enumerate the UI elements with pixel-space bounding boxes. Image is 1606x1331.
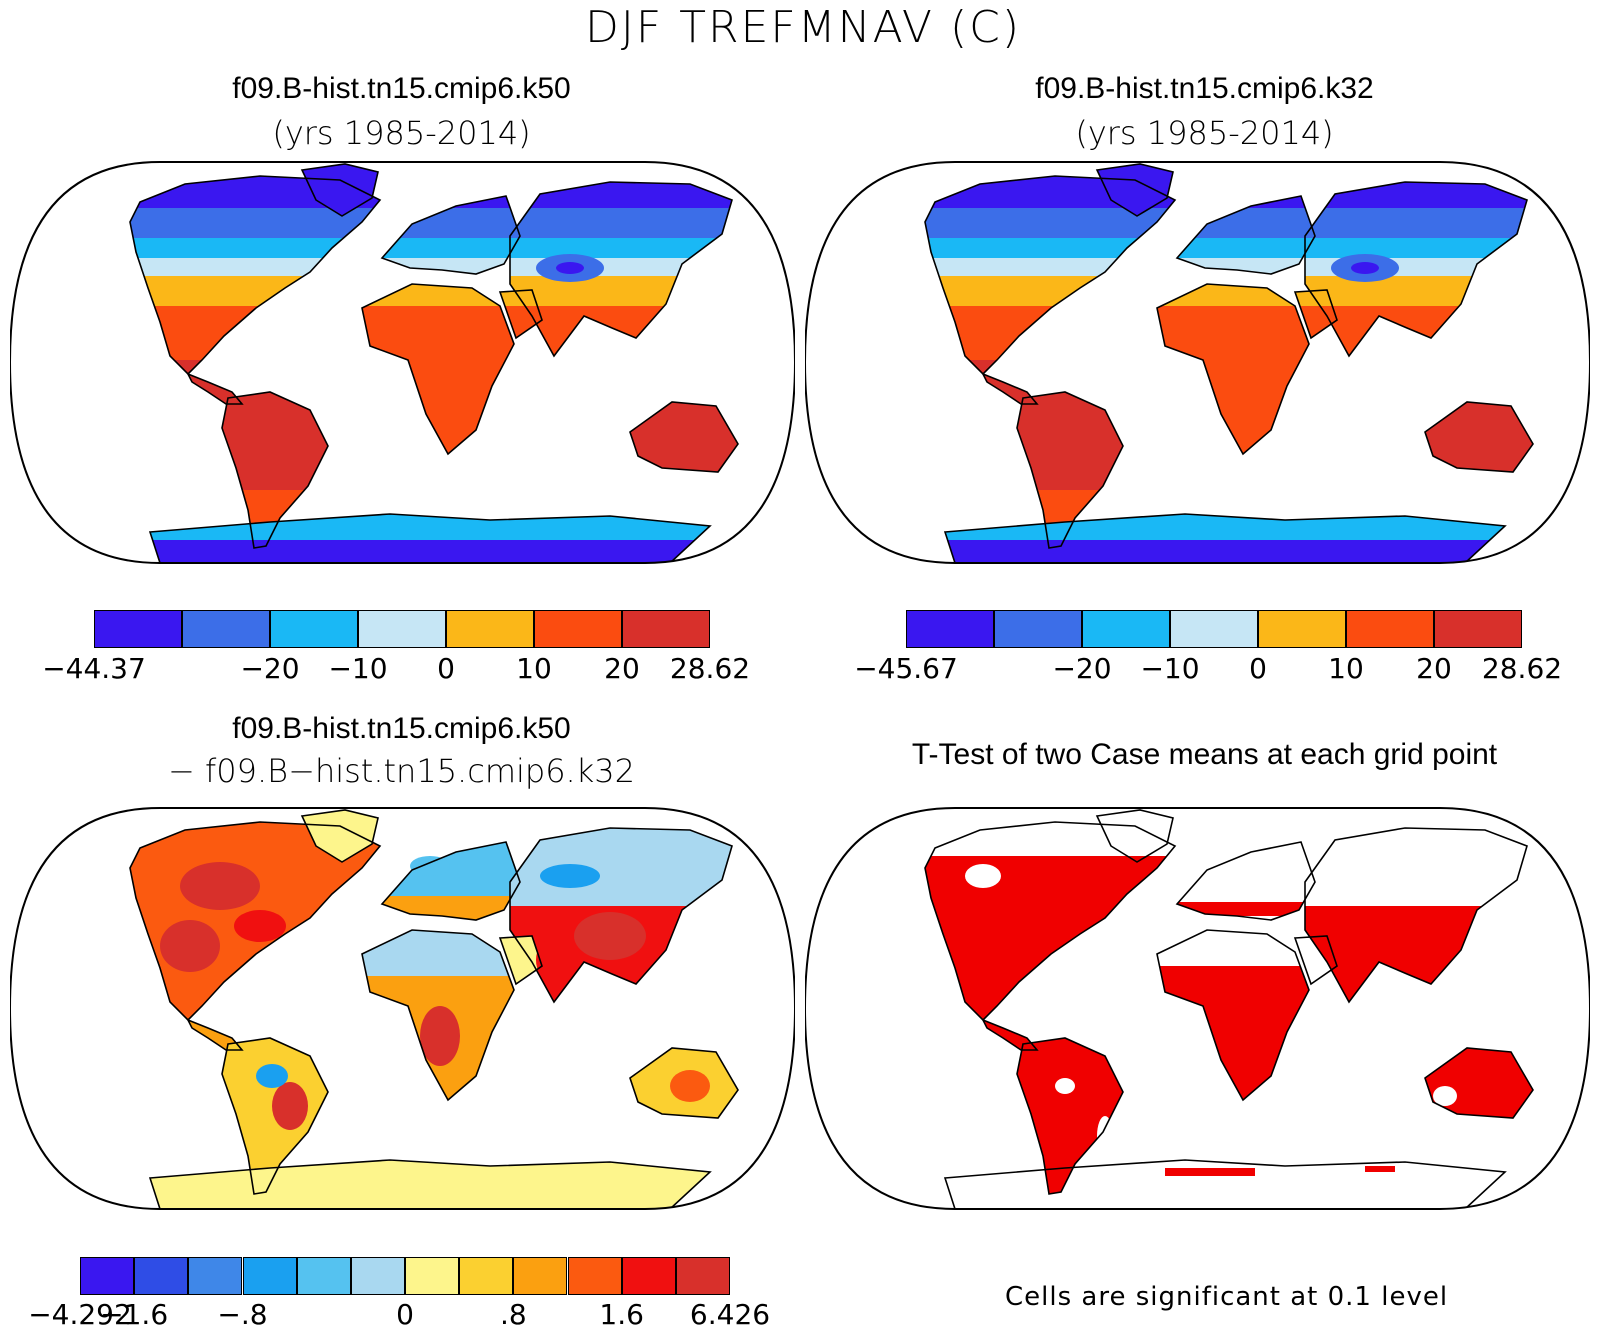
colorbar-swatch (534, 610, 622, 648)
colorbar-swatch (1346, 610, 1434, 648)
colorbar-swatch (188, 1257, 243, 1295)
colorbar-swatch (296, 1257, 351, 1295)
colorbar-tick-label: −10 (328, 652, 388, 685)
colorbar-swatch (1170, 610, 1258, 648)
colorbar-swatch (94, 610, 182, 648)
colorbar-tick-label: .8 (499, 1298, 527, 1331)
colorbar-swatch (675, 1257, 730, 1295)
colorbar-tick-label: −20 (240, 652, 300, 685)
colorbar-tick-label: 28.62 (669, 652, 751, 685)
map-panel-bottom-right (805, 807, 1590, 1210)
colorbar-tick-label: 10 (1328, 652, 1364, 685)
map-panel-top-left (10, 161, 795, 564)
panel-subtitle-top-right: (yrs 1985-2014) (1075, 114, 1334, 152)
colorbar-swatch (513, 1257, 568, 1295)
colorbar-swatch (459, 1257, 514, 1295)
colorbar-swatch (1258, 610, 1346, 648)
map-panel-top-right (805, 161, 1590, 564)
panel-title-bottom-left: f09.B-hist.tn15.cmip6.k50 (232, 712, 571, 745)
colorbar-swatch (270, 610, 358, 648)
panel-subtitle-bottom-left: − f09.B−hist.tn15.cmip6.k32 (168, 752, 635, 790)
colorbar-tick-label: 0 (1249, 652, 1267, 685)
map-panel-bottom-left (10, 807, 795, 1210)
colorbar-swatch (446, 610, 534, 648)
colorbar-tick-label: −44.37 (42, 652, 146, 685)
colorbar-swatch (994, 610, 1082, 648)
colorbar-swatch (134, 1257, 189, 1295)
colorbar-swatch (80, 1257, 135, 1295)
colorbar-tick-label: 20 (1416, 652, 1452, 685)
colorbar-tick-label: 20 (604, 652, 640, 685)
significance-note: Cells are significant at 0.1 level (1005, 1282, 1449, 1312)
colorbar-swatch (182, 610, 270, 648)
colorbar-tick-label: 10 (516, 652, 552, 685)
colorbar-swatch (1082, 610, 1170, 648)
colorbar-tick-label: −.8 (217, 1298, 268, 1331)
colorbar-swatch (1434, 610, 1522, 648)
colorbar-tick-label: 28.62 (1481, 652, 1563, 685)
colorbar-tick-label: 6.426 (689, 1298, 771, 1331)
colorbar-tick-label: −45.67 (854, 652, 958, 685)
colorbar-swatch (567, 1257, 622, 1295)
panel-title-top-right: f09.B-hist.tn15.cmip6.k32 (1035, 72, 1374, 105)
colorbar-tick-label: −10 (1140, 652, 1200, 685)
colorbar-tick-label: 1.6 (599, 1298, 644, 1331)
panel-title-top-left: f09.B-hist.tn15.cmip6.k50 (232, 72, 571, 105)
figure-title: DJF TREFMNAV (C) (584, 2, 1021, 53)
panel-subtitle-top-left: (yrs 1985-2014) (272, 114, 531, 152)
colorbar-tick-label: −20 (1052, 652, 1112, 685)
colorbar-swatch (405, 1257, 460, 1295)
colorbar-swatch (906, 610, 994, 648)
colorbar-swatch (350, 1257, 405, 1295)
colorbar-tick-label: 0 (396, 1298, 414, 1331)
colorbar-swatch (358, 610, 446, 648)
colorbar-swatch (242, 1257, 297, 1295)
colorbar-swatch (622, 610, 710, 648)
colorbar-tick-label: −4.292 (28, 1298, 132, 1331)
colorbar-tick-label: 0 (437, 652, 455, 685)
panel-title-bottom-right: T-Test of two Case means at each grid po… (911, 738, 1498, 771)
colorbar-tick-label: −1.6 (100, 1298, 169, 1331)
colorbar-swatch (621, 1257, 676, 1295)
